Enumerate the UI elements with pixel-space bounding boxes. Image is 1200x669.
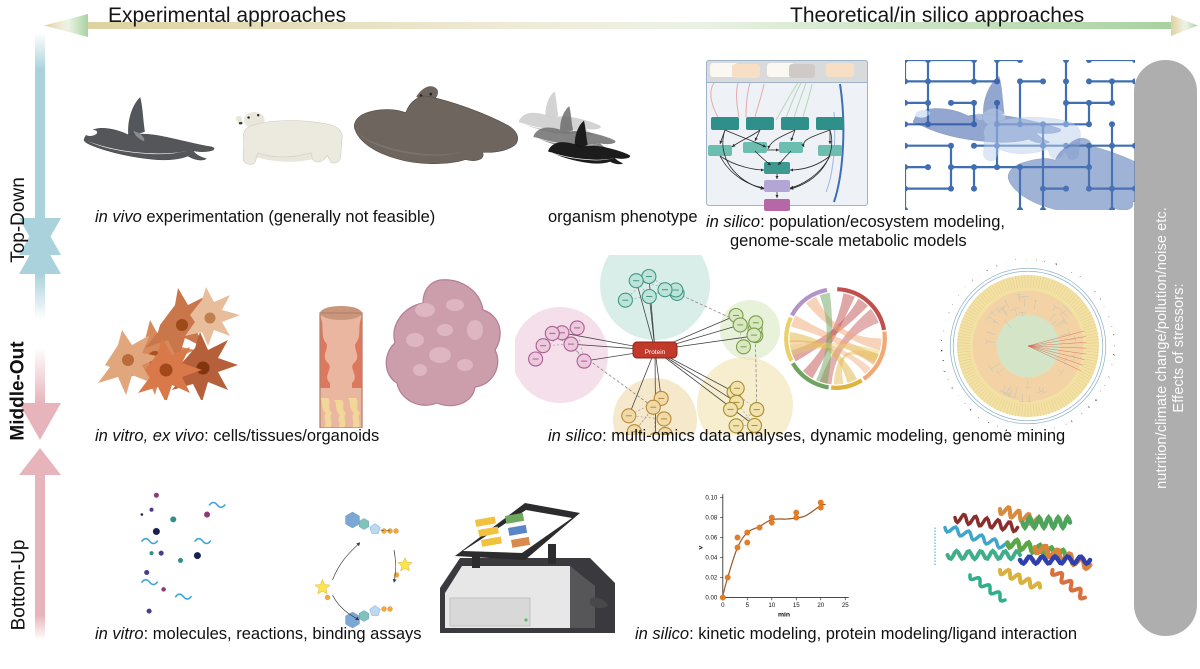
svg-text:0.06: 0.06	[705, 535, 718, 542]
svg-text:v: v	[697, 545, 704, 549]
svg-text:min: min	[778, 612, 790, 618]
svg-text:0.04: 0.04	[705, 555, 718, 562]
svg-text:10: 10	[768, 602, 775, 609]
svg-text:5: 5	[746, 602, 750, 609]
svg-text:Protein: Protein	[645, 349, 666, 356]
svg-text:0: 0	[721, 602, 725, 609]
svg-text:0.08: 0.08	[705, 515, 718, 522]
svg-text:25: 25	[842, 602, 849, 609]
svg-text:0.10: 0.10	[705, 495, 718, 502]
svg-text:20: 20	[817, 602, 824, 609]
svg-text:15: 15	[793, 602, 800, 609]
svg-text:0.02: 0.02	[705, 575, 718, 582]
svg-text:0.00: 0.00	[705, 595, 718, 602]
